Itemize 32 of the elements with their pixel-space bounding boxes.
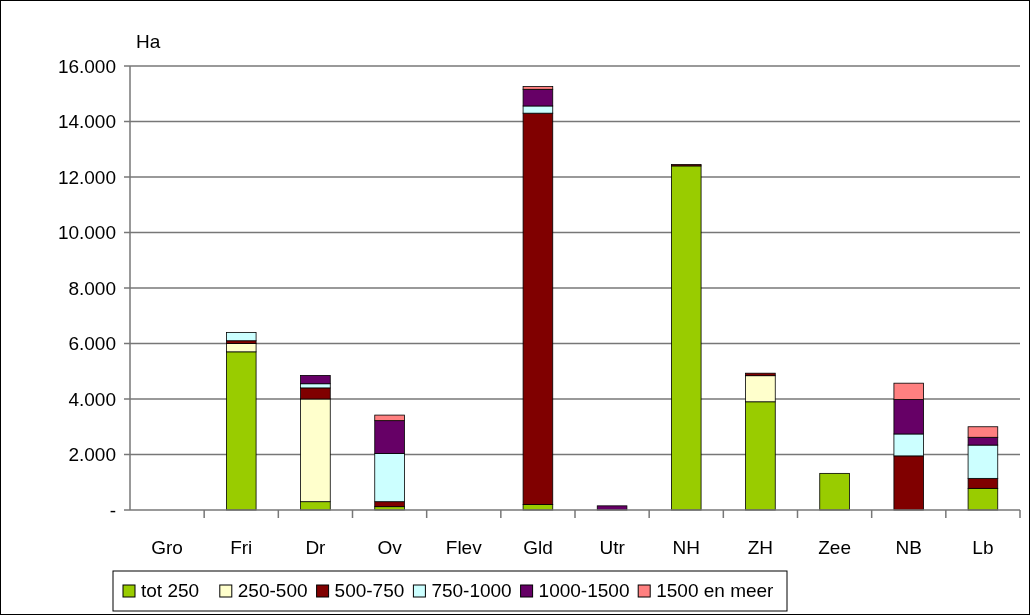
- y-tick-label: 6.000: [68, 333, 116, 355]
- x-tick-label: Dr: [305, 537, 327, 558]
- x-tick-label: Utr: [599, 537, 626, 558]
- x-tick-label: NH: [672, 537, 700, 558]
- x-tick-label: Zee: [818, 537, 851, 558]
- y-tick-label: 2.000: [68, 444, 116, 466]
- legend-label: 750-1000: [431, 580, 512, 601]
- y-tick-label: 8.000: [68, 277, 116, 299]
- legend-label: 1000-1500: [538, 580, 630, 601]
- x-tick-label: Ov: [377, 537, 403, 558]
- legend-label: 500-750: [334, 580, 405, 601]
- bar: [819, 472, 850, 511]
- y-tick-label: 10.000: [57, 222, 116, 244]
- x-tick-label: Fri: [230, 537, 253, 558]
- x-tick-label: NB: [895, 537, 922, 558]
- y-tick-label: 16.000: [57, 55, 116, 77]
- y-tick-label: 4.000: [68, 388, 116, 410]
- x-tick-label: Gld: [523, 537, 553, 558]
- y-axis-title: Ha: [136, 31, 161, 52]
- y-tick-label: 12.000: [57, 166, 116, 188]
- x-tick-label: ZH: [747, 537, 774, 558]
- legend-label: 250-500: [237, 580, 308, 601]
- legend-label: tot 250: [141, 580, 200, 601]
- y-tick-label: -: [109, 499, 116, 521]
- bar: [226, 332, 257, 342]
- bar: [671, 165, 702, 511]
- legend-label: 1500 en meer: [656, 580, 775, 601]
- y-tick-label: 14.000: [57, 111, 116, 133]
- x-tick-label: Lb: [972, 537, 994, 558]
- x-tick-label: Gro: [151, 537, 183, 558]
- bar: [300, 375, 331, 385]
- x-tick-label: Flev: [445, 537, 483, 558]
